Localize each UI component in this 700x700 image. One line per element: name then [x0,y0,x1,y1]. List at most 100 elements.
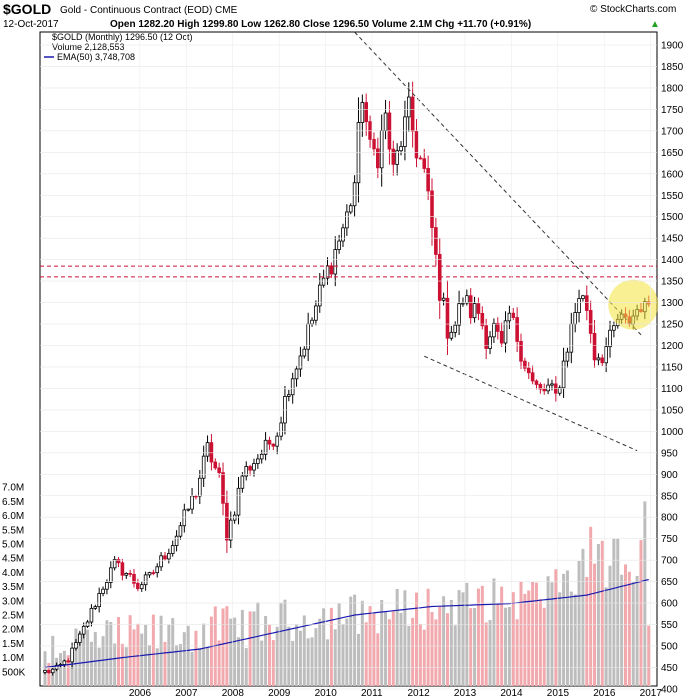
candle-body [492,322,496,338]
volume-bar [631,582,635,686]
price-tick-label: 1600 [661,169,684,180]
volume-bar [329,607,333,686]
volume-bar [562,573,566,686]
volume-bar [105,620,109,686]
candle-body [263,439,268,455]
candle-body [426,168,430,192]
candle-body [275,435,279,447]
volume-bar [209,616,213,686]
volume-bar [124,647,128,686]
volume-bar [248,611,252,686]
candle-body [360,102,365,123]
candle-body [592,333,597,361]
candle-body [174,535,179,546]
price-tick-label: 850 [661,491,678,502]
price-tick-label: 450 [661,663,678,674]
candle-body [155,566,160,574]
candle-body [604,346,608,364]
volume-ema50-line [44,578,649,669]
candle-body [588,310,593,334]
volume-bar [604,587,608,686]
candle-body [47,670,51,674]
candle-body [290,378,295,396]
legend-volume: Volume 2,128,553 [52,42,125,52]
volume-bar [384,612,388,686]
candle-body [383,112,388,131]
year-tick-label: 2017 [640,688,663,699]
volume-bar [403,590,407,686]
candle-body [314,305,318,321]
candle-body [488,336,492,349]
year-tick-label: 2011 [361,688,383,699]
volume-tick-label: 3.0M [2,596,24,607]
candle-body [410,96,415,132]
volume-bar [457,590,461,686]
candle-body [85,621,90,627]
volume-tick-label: 5.5M [2,525,24,536]
volume-bar [202,623,206,686]
candle-body [271,443,276,447]
price-tick-label: 700 [661,556,678,567]
volume-bar [175,645,179,686]
candle-body [418,157,423,160]
volume-bar [546,576,550,686]
candle-body [511,312,516,318]
volume-bar [527,590,531,686]
volume-bar [480,585,484,686]
volume-tick-label: 500K [2,667,26,678]
volume-bar [476,588,480,686]
volume-bar [318,618,322,686]
candle-body [81,625,86,635]
volume-bar [430,611,434,686]
year-tick-label: 2015 [547,688,570,699]
year-tick-label: 2016 [593,688,616,699]
legend: $GOLD (Monthly) 1296.50 (12 Oct) Volume … [44,32,193,62]
price-tick-label: 1650 [661,148,684,159]
volume-bar [422,629,426,686]
candle-body [515,317,519,342]
candle-body [484,325,488,349]
volume-bar [283,599,287,686]
volume-bar [496,603,500,686]
candle-body [178,525,183,537]
price-tick-label: 1350 [661,277,684,288]
volume-bar [62,650,66,686]
volume-bar [376,633,380,686]
volume-bar [573,594,577,686]
volume-bar [66,655,70,686]
volume-bar [639,540,643,686]
volume-tick-label: 2.0M [2,625,24,636]
candle-body [236,487,241,516]
price-tick-label: 1050 [661,405,684,416]
candle-body [143,574,148,586]
price-tick-label: 900 [661,470,678,481]
candle-body [449,331,454,339]
volume-bar [577,560,581,686]
candle-body [372,138,376,150]
candle-body [472,303,477,319]
candle-body [147,572,152,576]
volume-bar [58,653,62,686]
legend-price: $GOLD (Monthly) 1296.50 (12 Oct) [52,32,193,42]
price-tick-label: 1250 [661,320,684,331]
volume-bar [167,624,171,686]
volume-bar [538,599,542,686]
volume-bar [387,619,391,686]
year-tick-label: 2006 [129,688,152,699]
candle-body [317,284,322,307]
candle-body [557,387,562,394]
price-tick-label: 650 [661,577,678,588]
candle-body [74,642,78,649]
candle-body [302,348,307,357]
year-tick-label: 2010 [315,688,338,699]
contract-description: Gold - Continuous Contract (EOD) CME [60,5,238,16]
candle-body [523,360,527,369]
volume-bar [434,619,438,686]
volume-bar [240,609,244,686]
candle-body [186,508,190,511]
volume-bar [624,564,627,686]
volume-bar [47,663,51,686]
year-tick-label: 2012 [407,688,430,699]
candle-body [348,205,353,213]
